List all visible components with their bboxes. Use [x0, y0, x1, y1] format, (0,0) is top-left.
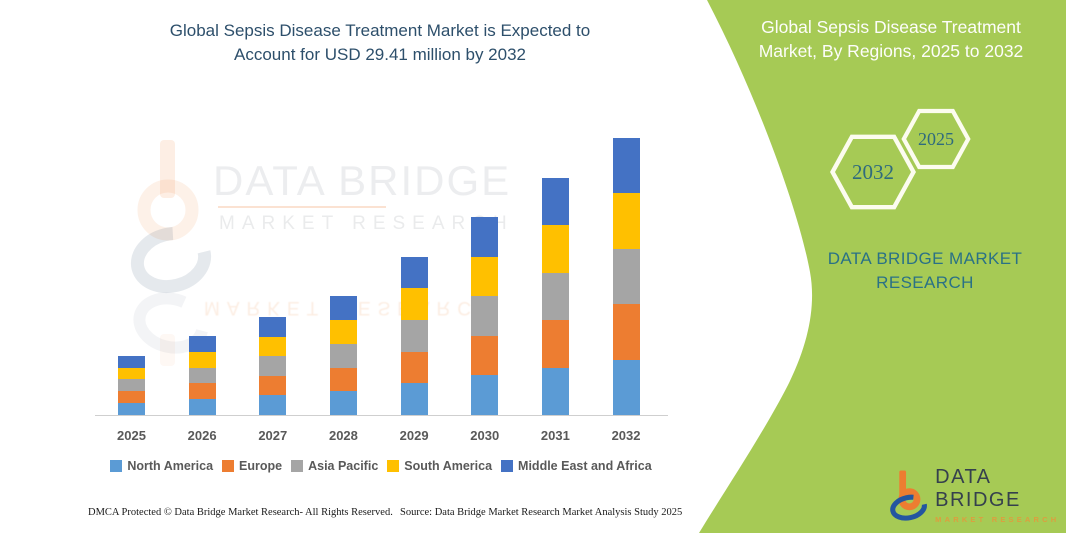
bar-segment — [612, 137, 640, 194]
bar-segment — [400, 320, 428, 352]
bar-segment — [329, 320, 357, 344]
bar-segment — [329, 391, 357, 415]
legend-label: Middle East and Africa — [518, 459, 652, 473]
bar-segment — [541, 177, 569, 226]
bar-segment — [118, 391, 145, 404]
x-axis-label: 2031 — [540, 428, 570, 443]
bar-segment — [329, 296, 357, 321]
x-axis-label: 2029 — [399, 428, 429, 443]
hexagon-outline-icon — [901, 108, 971, 170]
legend-item: Middle East and Africa — [501, 459, 652, 473]
bar-segment — [400, 351, 428, 384]
bar-segment — [329, 367, 357, 392]
hexagon-2032-label: 2032 — [852, 159, 894, 184]
chart-legend: North America Europe Asia Pacific South Ame… — [85, 457, 677, 475]
bar-segment — [329, 343, 357, 368]
copyright-text: DMCA Protected © Data Bridge Market Rese… — [88, 507, 393, 518]
bar-segment — [259, 317, 287, 337]
legend-swatch-icon — [110, 460, 123, 472]
x-axis-label: 2025 — [117, 428, 146, 443]
x-axis-label: 2027 — [258, 428, 288, 443]
bar-segment — [612, 193, 640, 249]
source-text: Source: Data Bridge Market Research Mark… — [400, 507, 683, 518]
legend-item: South America — [387, 459, 492, 473]
bar-segment — [612, 304, 640, 360]
bar-segment — [118, 403, 145, 415]
bar-segment — [471, 375, 499, 415]
legend-swatch-icon — [222, 460, 235, 472]
bar-segment — [471, 335, 499, 376]
x-axis-label: 2028 — [328, 428, 358, 443]
bar-segment — [400, 383, 428, 415]
bar-segment — [259, 395, 287, 415]
x-axis-line — [95, 415, 668, 416]
chart-title: Global Sepsis Disease Treatment Market i… — [169, 21, 591, 64]
x-axis-label: 2030 — [470, 428, 500, 443]
hexagon-2025: 2025 — [901, 108, 971, 170]
legend-label: Asia Pacific — [308, 459, 379, 473]
bar-segment — [118, 355, 145, 368]
x-axis-label: 2032 — [611, 428, 641, 443]
logo-tagline: MARKET RESEARCH — [935, 515, 1060, 524]
x-axis-label: 2026 — [187, 428, 217, 443]
data-bridge-logo-icon — [890, 470, 927, 521]
panel-title: Global Sepsis Disease Treatment Market, … — [758, 17, 1024, 61]
company-logo: DATA BRIDGE MARKET RESEARCH — [890, 466, 1066, 524]
legend-swatch-icon — [291, 460, 304, 472]
bar-segment — [188, 367, 216, 384]
hexagon-2032: 2032 — [829, 133, 917, 211]
bar-segment — [541, 320, 569, 368]
logo-name: DATA BRIDGE — [935, 466, 1021, 511]
legend-item: Asia Pacific — [291, 459, 378, 473]
bar-segment — [259, 356, 287, 376]
legend-label: Europe — [239, 459, 283, 473]
hexagon-2025-label: 2025 — [918, 128, 954, 149]
bar-segment — [188, 399, 216, 415]
bar-segment — [188, 335, 216, 352]
stacked-bar-chart: 2025 2026 2027 2028 2029 2030 2031 2032 — [117, 137, 641, 443]
legend-label: South America — [404, 459, 493, 473]
brand-text: DATA BRIDGE MARKET RESEARCH — [827, 249, 1023, 292]
legend-label: North America — [127, 459, 214, 473]
legend-swatch-icon — [501, 460, 514, 472]
bar-segment — [471, 217, 499, 257]
bar-segment — [541, 367, 569, 415]
bar-segment — [400, 256, 428, 289]
logo-text: DATA BRIDGE MARKET RESEARCH — [935, 466, 1066, 524]
bar-segment — [259, 375, 287, 396]
bar-segment — [118, 379, 145, 392]
bar-segment — [188, 351, 216, 368]
bar-segment — [400, 288, 428, 321]
bar-segment — [471, 296, 499, 336]
bar-segment — [471, 256, 499, 297]
bar-segment — [259, 336, 287, 357]
bar-segment — [188, 383, 216, 400]
legend-item: Europe — [222, 459, 282, 473]
legend-item: North America — [110, 459, 213, 473]
bar-segment — [612, 248, 640, 305]
legend-swatch-icon — [387, 460, 400, 472]
hexagon-outline-icon — [830, 134, 916, 210]
bar-segment — [541, 272, 569, 321]
green-panel-background — [699, 0, 1066, 533]
bar-segment — [541, 225, 569, 273]
bar-segment — [612, 359, 640, 415]
bar-segment — [118, 367, 145, 380]
